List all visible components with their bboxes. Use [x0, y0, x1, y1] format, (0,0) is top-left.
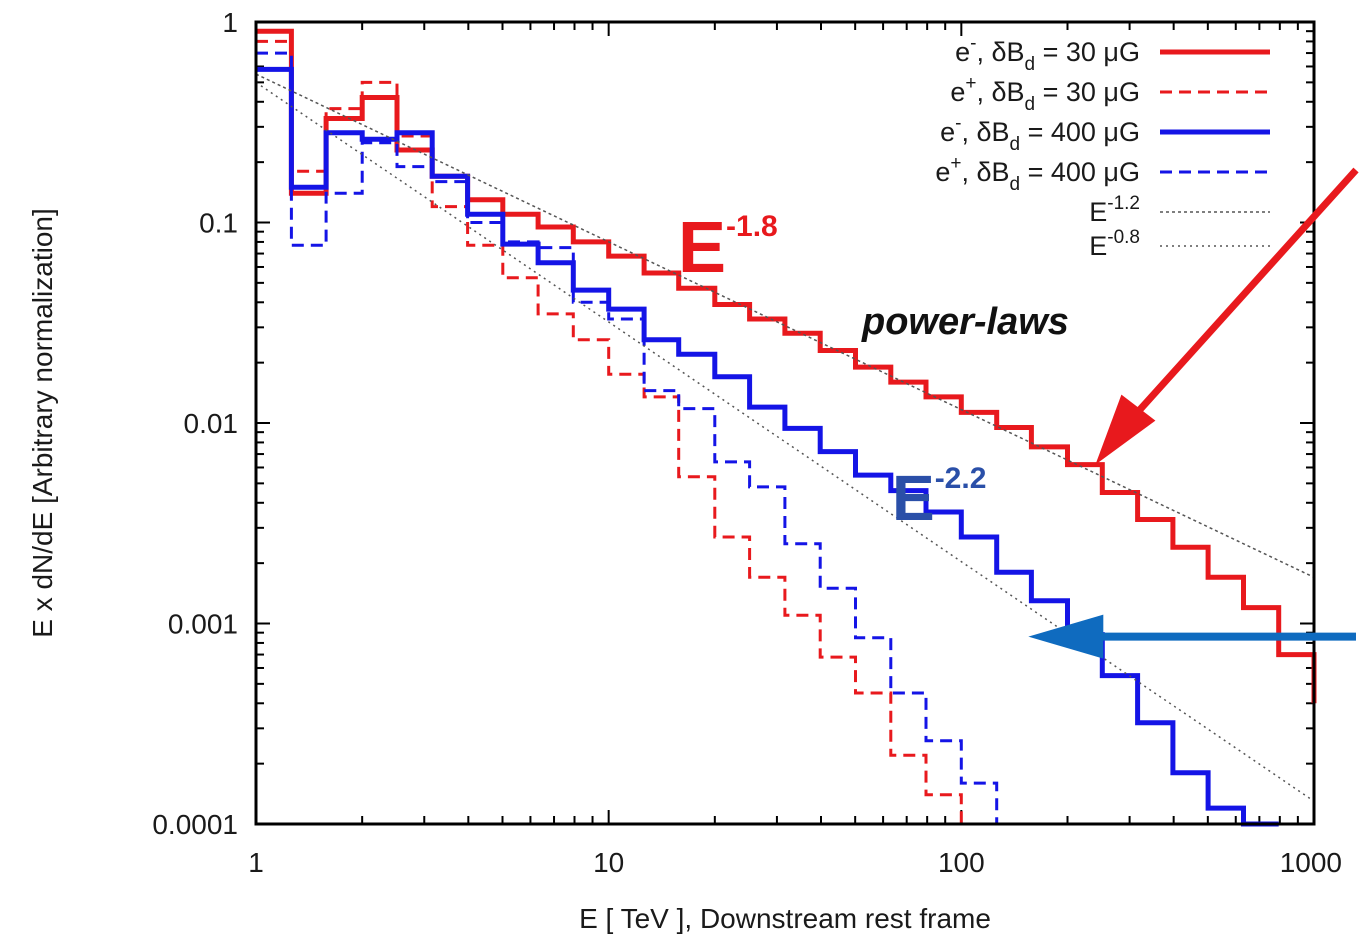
y-tick-label: 0.1: [199, 208, 238, 239]
series-layer: [255, 28, 1317, 827]
y-tick-label: 0.001: [168, 609, 238, 640]
y-axis-title: E x dN/dE [Arbitrary normalization]: [27, 208, 58, 638]
x-axis-title: E [ TeV ], Downstream rest frame: [579, 903, 991, 934]
annotation-label: E-2.2: [892, 462, 986, 534]
y-tick-label: 1: [222, 7, 238, 38]
arrow-red-head: [1095, 394, 1156, 465]
legend-label-s1: e-, δBd = 30 μG: [955, 33, 1140, 75]
y-tick-label: 0.01: [184, 408, 239, 439]
arrow-blue-head: [1028, 614, 1104, 659]
series-line-s2: [256, 39, 997, 826]
series-line-s6: [255, 81, 1315, 802]
x-tick-label: 10: [593, 847, 624, 878]
x-tick-label: 1000: [1280, 847, 1342, 878]
legend: e-, δBd = 30 μGe+, δBd = 30 μGe-, δBd = …: [935, 33, 1270, 261]
legend-label-s6: E-0.8: [1089, 227, 1140, 261]
plot-frame: [254, 20, 1316, 826]
series-line-s4: [256, 51, 1032, 826]
y-tick-label: 0.0001: [152, 809, 238, 840]
x-tick-labels: 1 10 100 1000: [248, 847, 1342, 878]
annotation-label: power-laws: [861, 301, 1069, 343]
legend-label-s2: e+, δBd = 30 μG: [950, 73, 1140, 115]
legend-label-s3: e-, δBd = 400 μG: [940, 113, 1140, 155]
legend-label-s4: e+, δBd = 400 μG: [935, 153, 1140, 195]
annotations: E-1.8 E-2.2 power-laws: [678, 167, 1359, 659]
annotation-label: E-1.8: [678, 208, 778, 288]
y-tick-labels: 0.0001 0.001 0.01 0.1 1: [152, 7, 238, 840]
arrow-red: [1132, 167, 1359, 417]
legend-label-s5: E-1.2: [1089, 193, 1140, 227]
x-tick-label: 100: [938, 847, 985, 878]
x-tick-label: 1: [248, 847, 264, 878]
